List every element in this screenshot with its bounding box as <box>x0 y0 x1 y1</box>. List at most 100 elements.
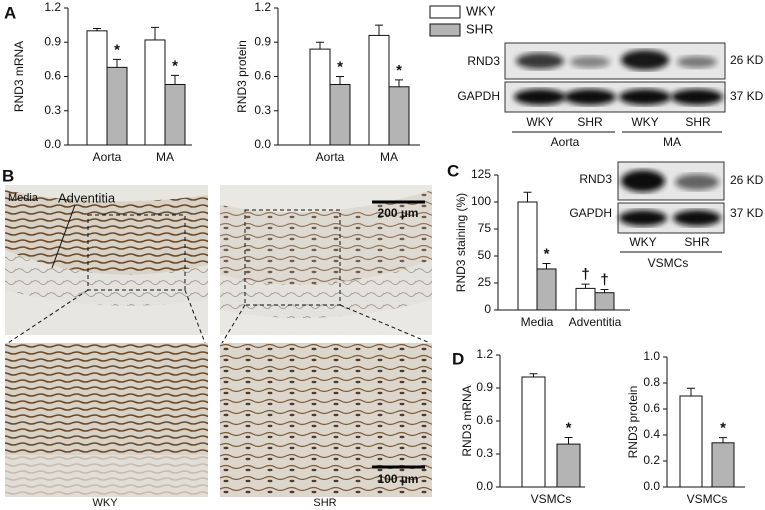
bar <box>144 39 166 146</box>
error-bar <box>523 191 532 202</box>
error-bar <box>395 79 403 87</box>
scale-label: 200 µm <box>378 206 419 220</box>
error-bar <box>581 283 590 289</box>
group-label: VSMCs <box>648 256 689 270</box>
band <box>514 89 566 105</box>
zoom-box <box>87 214 186 291</box>
y-axis-label: RND3 mRNA <box>460 385 474 456</box>
error-bar <box>93 28 101 31</box>
x-tick-label: Aorta <box>93 150 122 164</box>
band <box>673 210 721 226</box>
y-tick-label: 0.6 <box>254 69 271 83</box>
significance-marker: * <box>566 419 572 436</box>
x-tick-label: VSMCs <box>531 492 572 506</box>
bar <box>556 443 581 488</box>
x-tick-label: Adventitia <box>569 315 622 329</box>
lane-label: WKY <box>629 235 656 249</box>
blot-c: RND3 GAPDH 26 KD 37 KD WKY SHR VSMCs <box>569 161 764 270</box>
band <box>621 170 665 192</box>
y-tick-label: 0.9 <box>44 34 61 48</box>
y-tick-label: 75 <box>478 221 492 235</box>
x-tick-label: VSMCs <box>687 492 728 506</box>
adventitia <box>5 250 208 306</box>
error-bar <box>316 41 324 50</box>
y-tick-label: 50 <box>478 248 492 262</box>
significance-marker: * <box>114 41 120 58</box>
zoom-line <box>221 304 246 344</box>
y-tick-label: 125 <box>471 167 491 181</box>
x-tick-label: Media <box>521 315 554 329</box>
y-tick-label: 0.0 <box>643 479 660 493</box>
y-tick-label: 0.6 <box>44 69 61 83</box>
micrograph <box>220 343 432 497</box>
panel-letter: A <box>4 3 16 22</box>
significance-marker: * <box>337 58 343 75</box>
legend-label: WKY <box>466 3 496 18</box>
legend-swatch <box>429 5 461 19</box>
image-label: SHR <box>313 497 336 509</box>
significance-marker: † <box>600 271 608 288</box>
bar <box>594 292 615 311</box>
lane-label: WKY <box>631 115 658 129</box>
band <box>677 56 717 68</box>
bar <box>517 201 538 311</box>
error-bar <box>151 26 159 40</box>
band <box>619 89 671 105</box>
bar <box>329 83 351 146</box>
y-tick-label: 0 <box>484 302 491 316</box>
y-tick-label: 1.2 <box>476 347 493 361</box>
band <box>671 89 723 105</box>
error-bar <box>542 263 551 269</box>
y-tick-label: 0.3 <box>44 103 61 117</box>
lane-label: SHR <box>684 235 710 249</box>
error-bar <box>113 58 121 68</box>
blot-size: 26 KD <box>730 173 764 187</box>
panel-letter: D <box>452 349 464 368</box>
significance-marker: * <box>544 246 550 263</box>
x-tick-label: Aorta <box>316 150 345 164</box>
scale-label: 100 µm <box>378 472 419 486</box>
y-tick-label: 0.4 <box>643 427 660 441</box>
y-tick-label: 0.0 <box>44 137 61 151</box>
blot-row-label: RND3 <box>579 172 612 186</box>
bar <box>309 48 331 146</box>
blot-size: 37 KD <box>730 89 764 103</box>
vessel-wall <box>220 190 432 285</box>
zoom-line <box>7 289 89 344</box>
x-tick-label: MA <box>380 150 398 164</box>
y-tick-label: 0.2 <box>643 453 660 467</box>
legend-swatch <box>429 23 461 37</box>
panel-letter: C <box>447 161 459 180</box>
pointer-line <box>51 204 76 269</box>
error-bar <box>336 76 344 85</box>
legend-label: SHR <box>466 21 493 36</box>
zoom-box <box>244 209 341 306</box>
band <box>570 56 610 68</box>
error-bar <box>687 387 695 396</box>
bar <box>388 86 410 146</box>
y-tick-label: 0.0 <box>476 479 493 493</box>
y-tick-label: 1.2 <box>254 0 271 14</box>
error-bar <box>564 437 573 445</box>
bar <box>106 66 128 146</box>
blot-row-label: RND3 <box>467 54 500 68</box>
micrograph-edge <box>5 455 208 497</box>
error-bar <box>171 74 179 85</box>
blot-row-label: GAPDH <box>457 89 500 103</box>
panel-letter: B <box>2 166 14 185</box>
y-tick-label: 100 <box>471 194 491 208</box>
blot-size: 26 KD <box>730 53 764 67</box>
group-label: Aorta <box>551 135 580 149</box>
y-axis-label: RND3 mRNA <box>12 41 26 112</box>
bar <box>86 30 108 146</box>
bar <box>536 268 557 311</box>
error-bar <box>600 288 609 293</box>
y-tick-label: 25 <box>478 275 492 289</box>
band <box>621 50 669 70</box>
significance-marker: * <box>172 57 178 74</box>
y-tick-label: 0.9 <box>476 380 493 394</box>
y-tick-label: 0.0 <box>254 137 271 151</box>
layer-label: Media <box>8 192 39 204</box>
vessel-wall <box>5 190 208 275</box>
